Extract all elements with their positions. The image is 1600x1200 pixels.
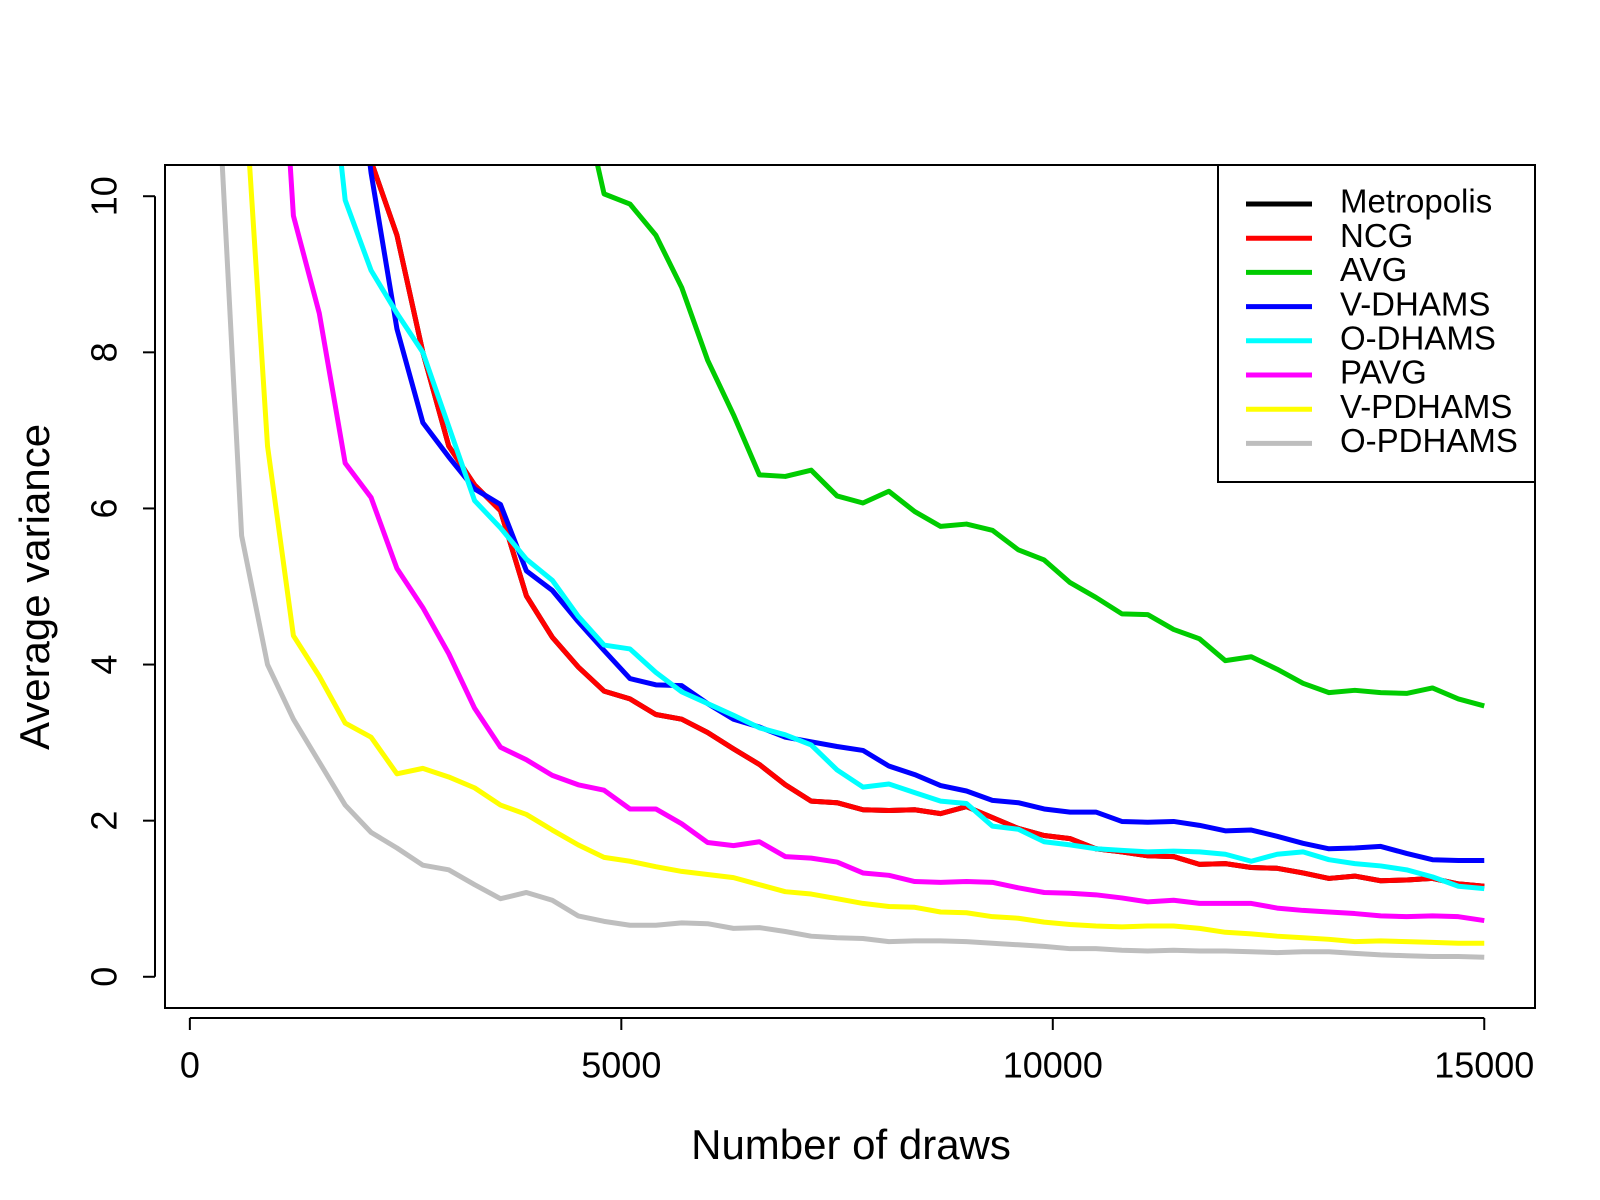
y-tick-label: 2 <box>84 811 125 831</box>
x-tick-label: 10000 <box>1003 1045 1103 1086</box>
y-tick-label: 4 <box>84 655 125 675</box>
legend-label: V-DHAMS <box>1340 285 1490 322</box>
legend-label: PAVG <box>1340 354 1427 391</box>
y-tick-label: 0 <box>84 967 125 987</box>
legend-label: NCG <box>1340 217 1413 254</box>
legend-label: O-DHAMS <box>1340 320 1496 357</box>
legend-label: Metropolis <box>1340 183 1492 220</box>
series-line <box>594 165 1485 709</box>
series-line <box>219 165 1485 960</box>
y-tick-label: 10 <box>84 176 125 216</box>
y-tick-label: 8 <box>84 342 125 362</box>
series-line <box>247 165 1485 946</box>
legend <box>1217 164 1536 483</box>
legend-label: AVG <box>1340 251 1407 288</box>
x-tick-label: 5000 <box>581 1045 661 1086</box>
y-tick-label: 6 <box>84 498 125 518</box>
y-axis-title: Average variance <box>11 424 58 750</box>
series-line <box>367 165 1485 863</box>
legend-label: V-PDHAMS <box>1340 388 1512 425</box>
plot-lines <box>219 165 1485 960</box>
x-tick-label: 0 <box>180 1045 200 1086</box>
legend-label: O-PDHAMS <box>1340 422 1518 459</box>
plot-frame <box>164 164 1536 1009</box>
x-axis-title: Number of draws <box>691 1121 1011 1168</box>
series-line <box>287 165 1485 924</box>
x-tick-label: 15000 <box>1434 1045 1534 1086</box>
series-line <box>338 165 1485 892</box>
